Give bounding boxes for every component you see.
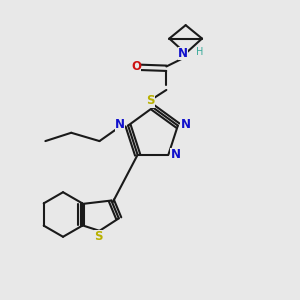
Text: S: S <box>146 94 154 107</box>
Text: S: S <box>94 230 103 243</box>
Text: N: N <box>170 148 181 161</box>
Text: N: N <box>181 118 190 131</box>
Text: H: H <box>196 47 204 57</box>
Text: O: O <box>131 60 141 73</box>
Text: N: N <box>116 118 125 131</box>
Text: N: N <box>178 47 188 60</box>
